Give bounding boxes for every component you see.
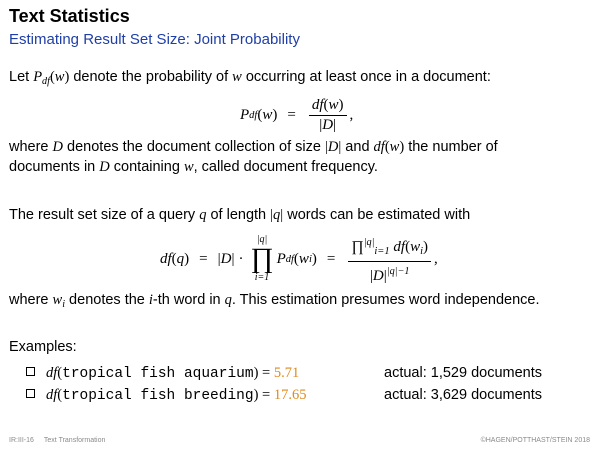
estimate-value: 5.71 [273, 365, 300, 381]
actual-count: actual: 1,529 documents [384, 365, 542, 381]
product-operator: |q| ∏ i=1 [250, 234, 274, 283]
slide-subtitle: Estimating Result Set Size: Joint Probab… [9, 31, 300, 48]
result-size-paragraph: The result set size of a query q of leng… [9, 207, 471, 223]
checkbox-bullet-icon [26, 389, 35, 398]
examples-heading: Examples: [9, 339, 77, 355]
product-fraction: ∏|q|i=1 df(wi) |D||q|−1 [348, 234, 432, 285]
independence-paragraph: where wi denotes the i-th word in q. Thi… [9, 292, 540, 310]
pdf-w-symbol: Pdf(w) [33, 69, 70, 87]
definition-paragraph: where D denotes the document collection … [9, 139, 498, 175]
footer-copyright: ©HAGEN/POTTHAST/STEIN 2018 [480, 437, 590, 444]
footer-topic: Text Transformation [43, 437, 106, 444]
example-item: df(tropical fish breeding) = 17.65 [26, 387, 306, 404]
actual-count: actual: 3,629 documents [384, 387, 542, 403]
df-over-d-fraction: df(w) |D| [308, 97, 347, 134]
estimate-value: 17.65 [273, 387, 307, 403]
slide-title: Text Statistics [9, 6, 130, 26]
slide-id: IR:III-16 [9, 437, 34, 444]
footer-left: IR:III-16 Text Transformation [9, 437, 115, 444]
example-item: df(tropical fish aquarium) = 5.71 [26, 365, 299, 382]
intro-paragraph: Let Pdf(w) denote the probability of w o… [9, 69, 491, 87]
checkbox-bullet-icon [26, 367, 35, 376]
